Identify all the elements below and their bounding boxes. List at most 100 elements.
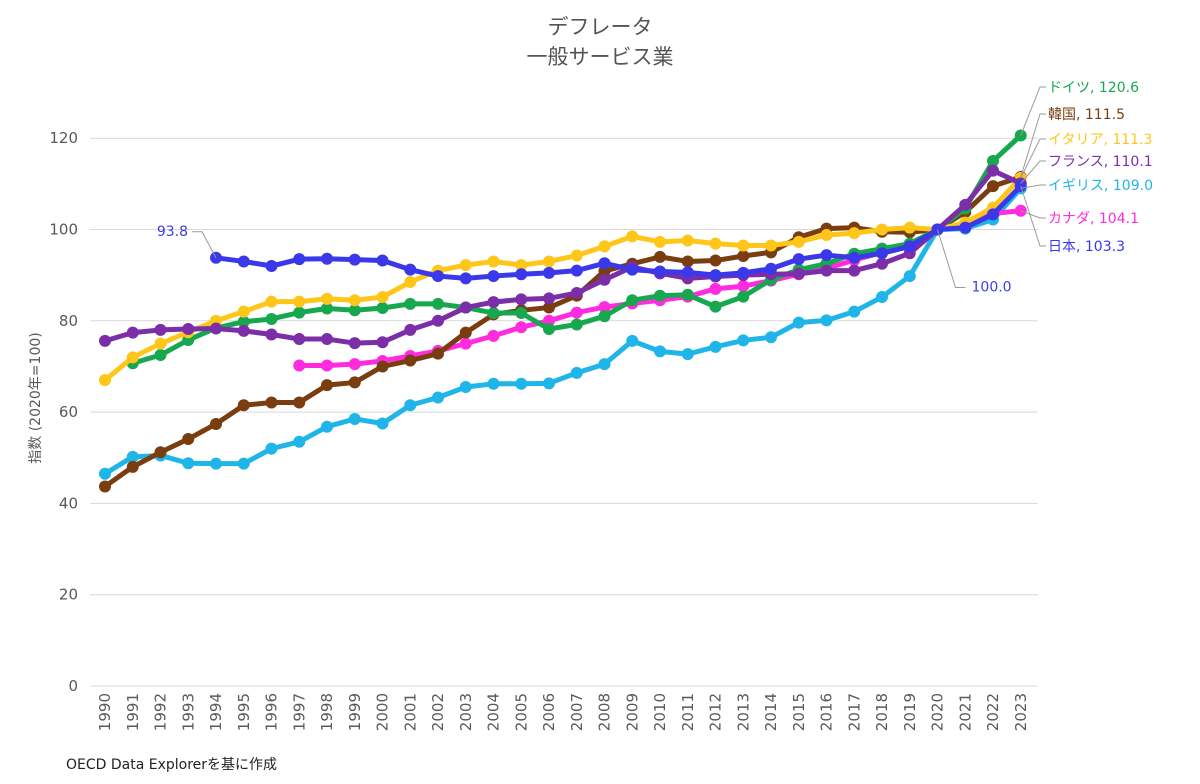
- data-point: [459, 301, 472, 314]
- leader-line: [1020, 210, 1046, 219]
- data-point: [848, 305, 861, 318]
- data-point: [876, 291, 888, 304]
- data-point: [987, 180, 999, 193]
- end-labels-group: イギリス, 109.0 カナダ, 104.1 韓国, 111.5 ドイツ, 120.6…: [1020, 80, 1153, 255]
- data-point: [654, 345, 666, 358]
- series-日本: [210, 180, 1027, 285]
- end-label: カナダ, 104.1: [1048, 211, 1139, 227]
- series-イタリア: [99, 171, 1027, 387]
- x-tick-label: 2023: [1012, 693, 1030, 731]
- data-point: [820, 249, 833, 262]
- data-point: [459, 326, 472, 339]
- data-point: [182, 323, 195, 336]
- series-フランス: [99, 164, 1027, 350]
- data-point: [99, 480, 111, 493]
- data-point: [237, 255, 250, 268]
- data-point: [543, 266, 555, 279]
- data-point: [515, 307, 528, 320]
- data-point: [598, 310, 611, 323]
- x-tick-label: 2005: [512, 693, 530, 731]
- data-point: [737, 266, 750, 279]
- data-point: [848, 227, 861, 240]
- data-point: [848, 264, 861, 277]
- data-point: [598, 273, 611, 286]
- leader-line: [1020, 138, 1046, 179]
- data-point: [515, 293, 528, 306]
- data-point: [265, 442, 278, 455]
- data-point: [515, 268, 528, 281]
- data-point: [126, 460, 139, 473]
- x-tick-label: 1998: [318, 693, 336, 731]
- data-point: [321, 333, 333, 346]
- data-point: [681, 234, 694, 247]
- end-label: フランス, 110.1: [1048, 154, 1153, 170]
- data-point: [154, 446, 167, 459]
- x-tick-label: 2004: [485, 693, 503, 731]
- annotation-label: 93.8: [157, 224, 188, 240]
- y-axis-label: 指数 (2020年=100): [28, 332, 44, 463]
- x-tick-label: 2001: [401, 693, 419, 731]
- data-point: [348, 337, 361, 350]
- annotations-group: 93.8 100.0: [157, 224, 1012, 296]
- data-point: [265, 396, 278, 409]
- data-point: [654, 235, 666, 248]
- leader-line: [1020, 184, 1046, 189]
- data-point: [487, 307, 500, 320]
- data-point: [681, 288, 694, 301]
- data-point: [598, 240, 611, 253]
- series-ドイツ: [126, 129, 1027, 370]
- data-point: [626, 230, 639, 243]
- data-point: [182, 433, 195, 446]
- data-point: [432, 391, 444, 404]
- data-point: [293, 396, 306, 409]
- data-point: [876, 247, 888, 260]
- data-point: [376, 336, 389, 349]
- data-point: [681, 348, 694, 361]
- data-point: [404, 354, 417, 367]
- data-point: [709, 340, 722, 353]
- data-point: [709, 282, 722, 295]
- series-group: [99, 129, 1027, 493]
- data-point: [543, 292, 555, 305]
- x-tick-label: 1992: [152, 693, 170, 731]
- data-point: [321, 252, 333, 265]
- data-point: [487, 270, 500, 283]
- data-point: [99, 467, 111, 480]
- data-point: [237, 315, 250, 328]
- data-point: [820, 264, 833, 277]
- data-point: [293, 333, 306, 346]
- data-point: [543, 301, 555, 314]
- data-point: [737, 280, 750, 293]
- data-point: [820, 228, 833, 241]
- data-point: [848, 251, 861, 264]
- data-point: [348, 412, 361, 425]
- leader-line: [1020, 160, 1046, 184]
- data-point: [376, 254, 389, 267]
- data-point: [709, 300, 722, 313]
- data-point: [321, 379, 333, 392]
- data-point: [404, 399, 417, 412]
- x-tick-label: 2008: [596, 693, 614, 731]
- x-tick-label: 2015: [790, 693, 808, 731]
- series-line: [102, 185, 1024, 477]
- data-point: [293, 295, 306, 308]
- data-point: [376, 360, 389, 373]
- data-point: [737, 290, 750, 303]
- data-point: [765, 239, 777, 252]
- data-point: [681, 255, 694, 268]
- data-point: [543, 323, 555, 336]
- y-tick-label: 100: [49, 221, 78, 239]
- x-tick-label: 2018: [873, 693, 891, 731]
- data-point: [543, 255, 555, 268]
- data-point: [432, 347, 444, 360]
- data-point: [626, 294, 639, 307]
- y-tick-label: 20: [59, 586, 78, 604]
- x-tick-label: 2017: [845, 693, 863, 731]
- data-point: [876, 257, 888, 270]
- y-tick-label: 60: [59, 403, 78, 421]
- data-point: [99, 334, 111, 347]
- data-point: [321, 292, 333, 305]
- data-point: [737, 334, 750, 347]
- end-label: 日本, 103.3: [1048, 239, 1125, 255]
